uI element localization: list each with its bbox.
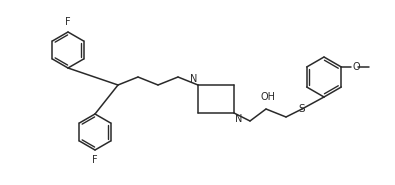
- Text: N: N: [235, 114, 243, 124]
- Text: F: F: [65, 17, 71, 27]
- Text: F: F: [92, 155, 98, 165]
- Text: O: O: [352, 62, 360, 72]
- Text: N: N: [190, 74, 197, 84]
- Text: OH: OH: [260, 92, 275, 102]
- Text: S: S: [299, 104, 305, 114]
